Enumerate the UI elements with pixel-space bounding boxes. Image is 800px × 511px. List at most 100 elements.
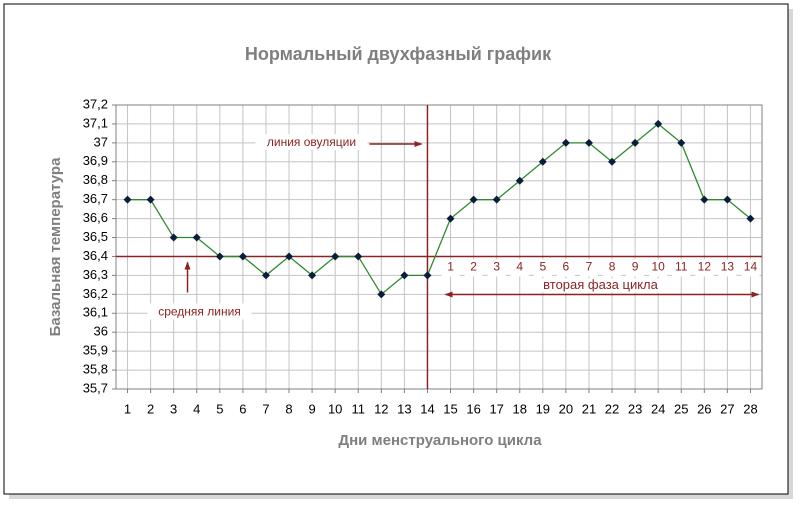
temperature-line — [127, 123, 751, 296]
phase-day-bg — [672, 259, 691, 277]
mean-label-bg — [147, 303, 252, 320]
phase-day-label: 8 — [609, 260, 616, 274]
x-tick-label: 28 — [743, 401, 757, 416]
phase-day-label: 13 — [721, 260, 735, 274]
phase-day-label: 4 — [516, 260, 523, 274]
data-point — [515, 176, 524, 185]
y-tick-label: 36,5 — [83, 229, 108, 244]
data-point — [331, 252, 340, 261]
x-tick-label: 5 — [216, 401, 223, 416]
data-point — [192, 233, 201, 242]
x-tick-label: 25 — [674, 401, 688, 416]
y-tick-label: 35,7 — [83, 380, 108, 395]
data-point — [492, 195, 501, 204]
data-point — [538, 157, 547, 166]
phase-day-label: 1 — [447, 260, 454, 274]
data-point — [700, 195, 709, 204]
x-tick-label: 18 — [513, 401, 527, 416]
y-tick-label: 36,1 — [83, 305, 108, 320]
x-tick-label: 27 — [720, 401, 734, 416]
phase2-label-bg — [535, 278, 666, 293]
y-tick-label: 36,9 — [83, 153, 108, 168]
x-tick-label: 13 — [397, 401, 411, 416]
y-tick-label: 35,9 — [83, 343, 108, 358]
y-tick-label: 37 — [94, 134, 108, 149]
data-point — [215, 252, 224, 261]
data-point — [261, 271, 270, 280]
x-tick-label: 24 — [651, 401, 665, 416]
x-tick-label: 9 — [308, 401, 315, 416]
data-point — [469, 195, 478, 204]
phase-day-bg — [510, 259, 529, 277]
phase-day-label: 3 — [493, 260, 500, 274]
phase-day-bg — [464, 259, 483, 277]
phase-day-bg — [441, 259, 460, 277]
ovulation-label: линия овуляции — [267, 135, 356, 149]
x-tick-label: 16 — [466, 401, 480, 416]
phase-day-label: 6 — [563, 260, 570, 274]
chart-title: Нормальный двухфазный график — [245, 44, 552, 64]
y-tick-label: 36,2 — [83, 286, 108, 301]
x-tick-label: 21 — [582, 401, 596, 416]
phase-day-label: 12 — [698, 260, 712, 274]
data-point — [285, 252, 294, 261]
data-point — [169, 233, 178, 242]
data-point — [377, 290, 386, 299]
mean-label: средняя линия — [158, 305, 241, 319]
x-tick-label: 23 — [628, 401, 642, 416]
data-point — [654, 119, 663, 128]
phase-day-bg — [603, 259, 622, 277]
y-tick-label: 36,6 — [83, 210, 108, 225]
x-tick-label: 1 — [124, 401, 131, 416]
x-tick-label: 19 — [536, 401, 550, 416]
x-tick-label: 6 — [239, 401, 246, 416]
y-tick-label: 36,3 — [83, 267, 108, 282]
x-tick-label: 8 — [285, 401, 292, 416]
x-tick-label: 17 — [489, 401, 503, 416]
phase-day-bg — [533, 259, 552, 277]
x-tick-label: 3 — [170, 401, 177, 416]
data-point — [146, 195, 155, 204]
y-tick-label: 36 — [94, 324, 108, 339]
phase-day-label: 2 — [470, 260, 477, 274]
y-axis-label: Базальная температура — [47, 157, 64, 337]
y-tick-label: 36,7 — [83, 191, 108, 206]
x-tick-label: 15 — [443, 401, 457, 416]
data-point — [423, 271, 432, 280]
data-point — [608, 157, 617, 166]
data-point — [400, 271, 409, 280]
x-tick-label: 20 — [559, 401, 573, 416]
data-point — [446, 214, 455, 223]
phase-day-label: 9 — [632, 260, 639, 274]
phase-day-bg — [626, 259, 645, 277]
data-point — [723, 195, 732, 204]
y-tick-label: 37,1 — [83, 115, 108, 130]
phase-day-bg — [718, 259, 737, 277]
y-tick-label: 36,8 — [83, 172, 108, 187]
data-point — [238, 252, 247, 261]
y-tick-label: 37,2 — [83, 96, 108, 111]
y-tick-label: 35,8 — [83, 362, 108, 377]
phase-day-bg — [487, 259, 506, 277]
data-point — [561, 138, 570, 147]
x-tick-label: 11 — [352, 401, 366, 416]
y-tick-label: 36,4 — [83, 248, 108, 263]
phase-day-bg — [556, 259, 575, 277]
phase-day-bg — [579, 259, 598, 277]
data-point — [123, 195, 132, 204]
phase-day-label: 5 — [539, 260, 546, 274]
x-tick-label: 2 — [147, 401, 154, 416]
ovulation-label-bg — [255, 134, 368, 150]
phase2-label: вторая фаза цикла — [543, 277, 658, 292]
data-point — [677, 138, 686, 147]
phase-day-label: 10 — [651, 260, 665, 274]
x-tick-label: 22 — [605, 401, 619, 416]
phase-day-bg — [695, 259, 714, 277]
phase-day-label: 7 — [586, 260, 593, 274]
x-tick-label: 10 — [328, 401, 342, 416]
data-point — [308, 271, 317, 280]
phase-day-label: 11 — [675, 260, 688, 274]
x-tick-label: 7 — [262, 401, 269, 416]
x-tick-label: 12 — [374, 401, 388, 416]
